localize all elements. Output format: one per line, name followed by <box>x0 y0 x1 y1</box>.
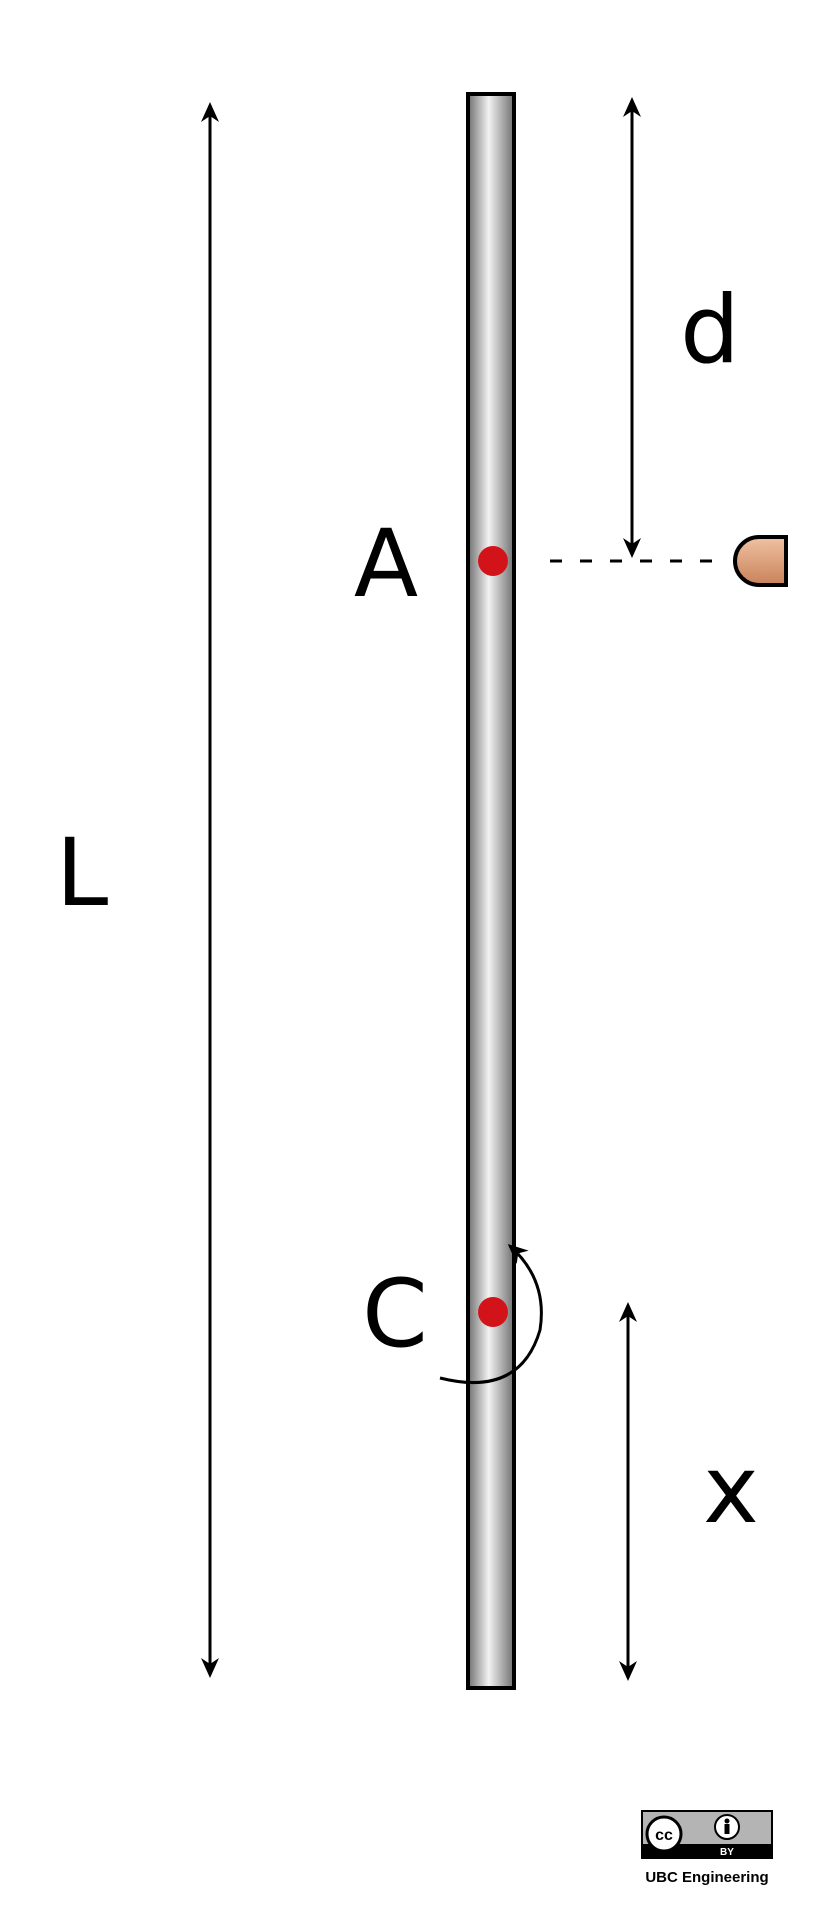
projectile <box>733 535 788 587</box>
cc-logo-text: cc <box>655 1827 673 1844</box>
cc-by-badge: cc BY <box>641 1810 773 1859</box>
point-c-marker <box>478 1297 508 1327</box>
cc-by-text: BY <box>720 1847 734 1858</box>
length-label: L <box>56 819 108 928</box>
credit-text: UBC Engineering <box>645 1869 768 1886</box>
point-a-marker <box>478 546 508 576</box>
rotation-arrow-icon <box>439 1243 543 1384</box>
point-a-label: A <box>354 510 418 619</box>
rod <box>466 92 516 1690</box>
offset-label: x <box>703 1436 759 1545</box>
distance-label: d <box>680 276 740 385</box>
point-c-label: C <box>362 1260 428 1369</box>
